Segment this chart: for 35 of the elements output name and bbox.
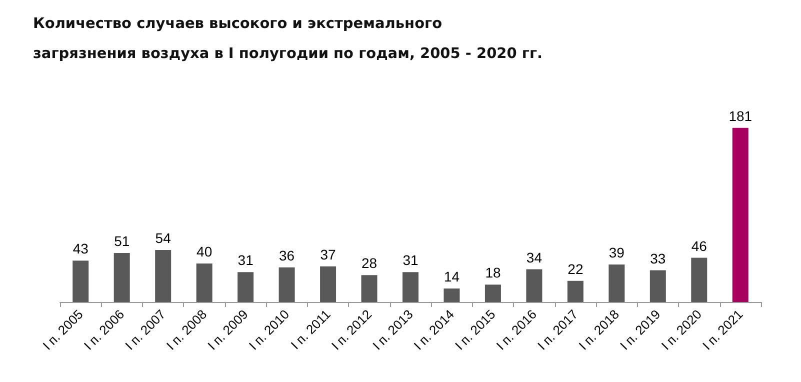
data-label: 22 — [568, 260, 584, 277]
data-label: 51 — [114, 232, 130, 249]
bar — [402, 272, 418, 302]
bar — [484, 284, 501, 302]
data-label: 43 — [72, 240, 89, 257]
data-label: 31 — [238, 252, 254, 268]
bar — [691, 258, 708, 302]
data-label: 18 — [485, 264, 501, 281]
data-label: 31 — [402, 252, 418, 268]
data-label: 40 — [196, 244, 212, 260]
bar — [114, 252, 130, 302]
bar — [567, 280, 584, 302]
data-label: 39 — [608, 244, 625, 260]
data-label: 28 — [361, 255, 378, 272]
data-label: 37 — [320, 246, 336, 262]
data-label: 34 — [526, 249, 542, 266]
bar — [650, 270, 666, 302]
bar — [72, 260, 89, 302]
bar — [526, 269, 542, 302]
data-label: 33 — [650, 250, 666, 266]
chart-title: Количество случаев высокого и экстремального загрязнения воздуха в I полугодии по годам, 2005 - 2020 гг. — [33, 16, 543, 62]
data-label: 14 — [444, 268, 460, 285]
bar — [238, 272, 254, 302]
bar — [155, 250, 172, 302]
bar — [732, 128, 748, 302]
data-label: 181 — [728, 108, 752, 124]
data-label: 46 — [691, 238, 708, 254]
bar — [444, 288, 460, 302]
bar — [608, 264, 625, 302]
bar — [196, 264, 212, 302]
bar — [361, 275, 378, 302]
data-label: 54 — [155, 230, 172, 246]
bar — [278, 267, 295, 302]
bar — [320, 266, 336, 302]
data-label: 36 — [279, 247, 295, 264]
